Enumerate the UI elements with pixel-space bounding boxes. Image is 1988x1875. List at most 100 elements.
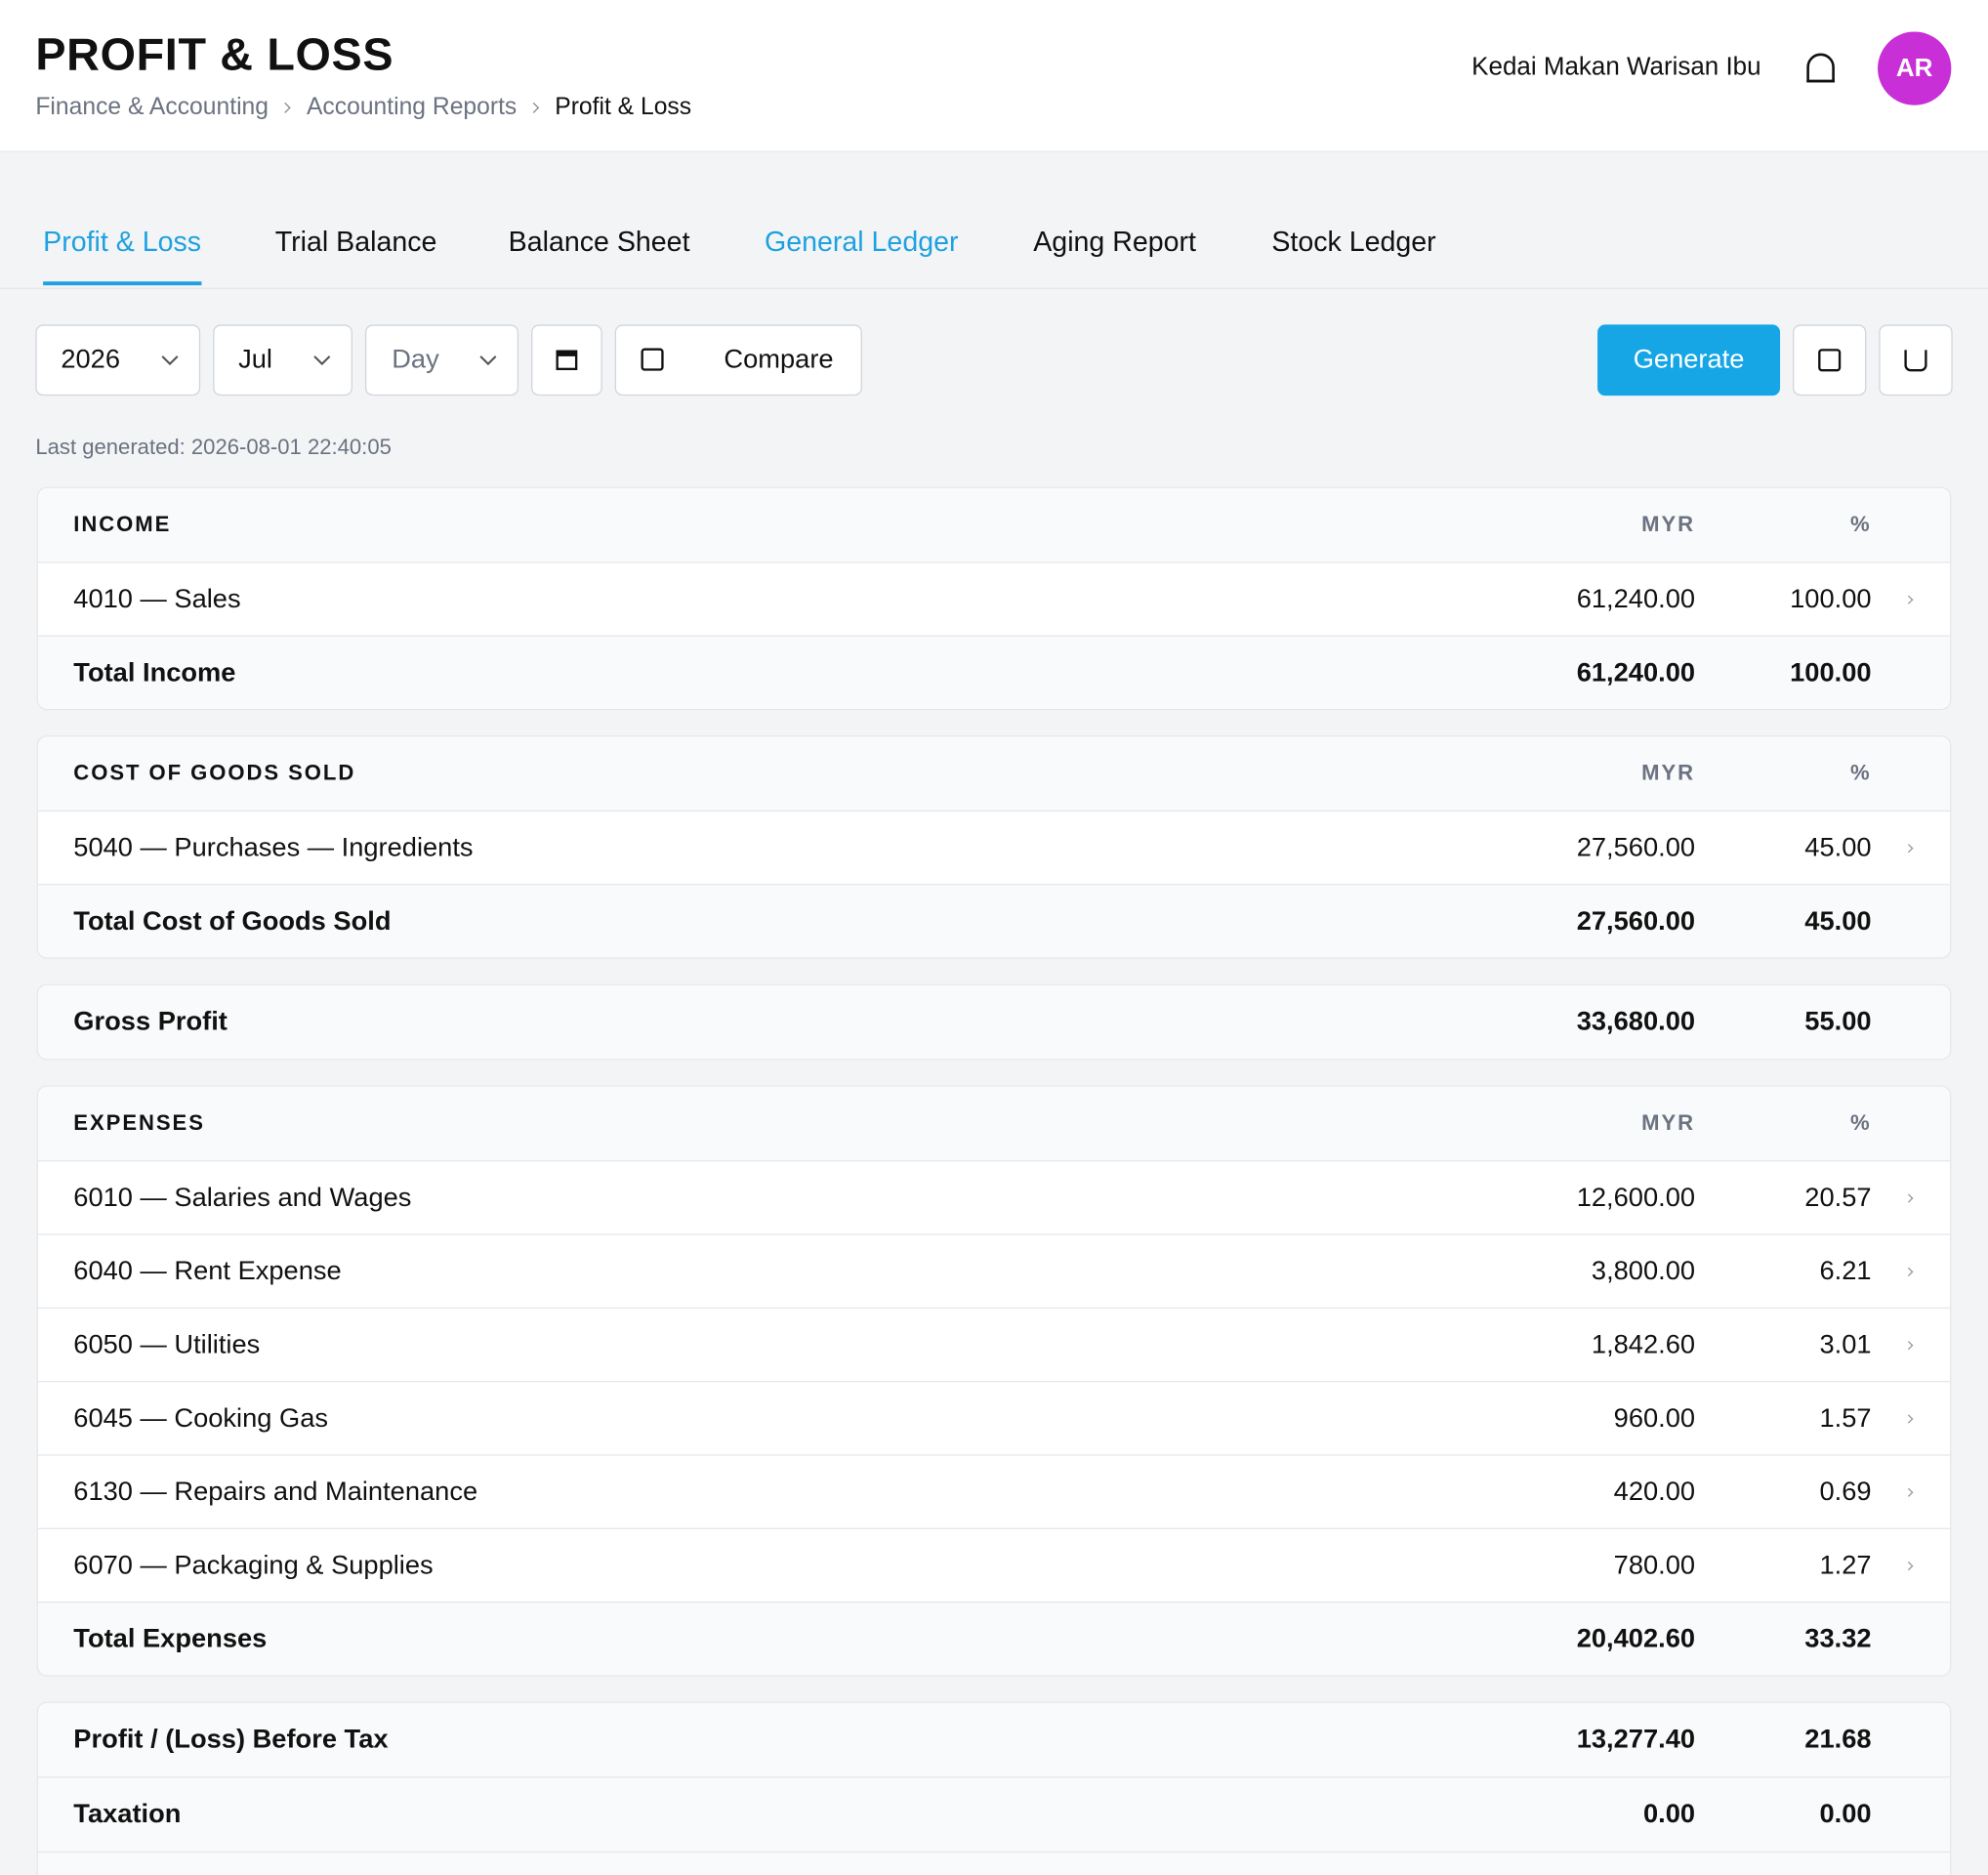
table-row[interactable]: 6050 — Utilities 1,842.60 3.01 bbox=[37, 1307, 1951, 1381]
amount: 3,800.00 bbox=[1591, 1256, 1696, 1285]
percent: 45.00 bbox=[1804, 832, 1872, 862]
chevron bbox=[1904, 1340, 1914, 1350]
percent: 1.27 bbox=[1819, 1550, 1872, 1580]
amount: 420.00 bbox=[1613, 1477, 1696, 1506]
breadcrumb: Finance & Accounting Accounting Reports Pr… bbox=[35, 94, 691, 122]
avatar[interactable]: AR bbox=[1878, 31, 1952, 105]
tab[interactable]: Trial Balance bbox=[274, 226, 437, 258]
table-row[interactable]: 6040 — Rent Expense 3,800.00 6.21 bbox=[37, 1233, 1951, 1307]
row-label: 6070 — Packaging & Supplies bbox=[73, 1550, 434, 1580]
section-header: COST OF GOODS SOLD MYR% bbox=[37, 736, 1951, 811]
section-header: EXPENSES MYR% bbox=[37, 1086, 1951, 1161]
breadcrumb-item[interactable]: Finance & Accounting bbox=[35, 94, 269, 121]
section-card: EXPENSES MYR% 6010 — Salaries and Wages 12,… bbox=[36, 1085, 1952, 1677]
row-label: 5040 — Purchases — Ingredients bbox=[73, 832, 474, 862]
percent: 0.00 bbox=[1819, 1799, 1872, 1829]
table-row: Total Expenses 20,402.60 33.32 bbox=[37, 1601, 1951, 1676]
amount: 33,680.00 bbox=[1576, 1006, 1696, 1036]
row-label: 6050 — Utilities bbox=[73, 1329, 261, 1359]
calendar-button[interactable] bbox=[531, 324, 602, 396]
row-label: 6130 — Repairs and Maintenance bbox=[73, 1477, 478, 1506]
tab[interactable]: General Ledger bbox=[764, 226, 959, 258]
breadcrumb-item: Profit & Loss bbox=[555, 94, 692, 121]
chevron bbox=[1904, 1413, 1914, 1423]
table-row: Gross Profit 33,680.00 55.00 bbox=[37, 984, 1951, 1060]
amount: 27,560.00 bbox=[1576, 905, 1696, 936]
notifications[interactable] bbox=[1802, 52, 1838, 87]
report: INCOME MYR% 4010 — Sales 61,240.00 100.00 Tot… bbox=[36, 486, 1952, 1875]
chevron bbox=[1904, 1192, 1914, 1202]
tab-bar: Profit & Loss Trial Balance Balance Sheet G… bbox=[0, 152, 1988, 290]
row-label: 6040 — Rent Expense bbox=[73, 1256, 342, 1285]
generate-label: Generate bbox=[1633, 345, 1745, 375]
row-label: 4010 — Sales bbox=[73, 583, 241, 613]
chevron bbox=[1904, 1267, 1914, 1276]
amount: 13,277.40 bbox=[1576, 1724, 1696, 1754]
amount: 0.00 bbox=[1642, 1799, 1696, 1829]
table-row: Total Cost of Goods Sold 27,560.00 45.00 bbox=[37, 884, 1951, 958]
chevron bbox=[1904, 594, 1914, 604]
month: Jul bbox=[238, 345, 272, 375]
last-generated: Last generated: 2026-08-01 22:40:05 bbox=[35, 435, 392, 460]
percent: 100.00 bbox=[1790, 657, 1872, 688]
tab[interactable]: Aging Report bbox=[1033, 226, 1197, 258]
month-select[interactable]: Jul bbox=[213, 324, 352, 396]
tab[interactable]: Profit & Loss bbox=[43, 226, 202, 286]
tab[interactable]: Balance Sheet bbox=[508, 226, 690, 258]
table-row[interactable]: 6130 — Repairs and Maintenance 420.00 0.69 bbox=[37, 1454, 1951, 1527]
percent: 55.00 bbox=[1804, 1006, 1872, 1036]
section-title: INCOME bbox=[73, 512, 172, 537]
percent: 1.57 bbox=[1819, 1402, 1872, 1433]
percent: 100.00 bbox=[1790, 583, 1872, 613]
separator bbox=[527, 102, 539, 113]
org-name: Kedai Makan Warisan Ibu bbox=[1471, 53, 1761, 82]
amount: 960.00 bbox=[1613, 1402, 1696, 1433]
section-title: EXPENSES bbox=[73, 1110, 205, 1136]
amount: 20,402.60 bbox=[1576, 1623, 1696, 1653]
section-card: COST OF GOODS SOLD MYR% 5040 — Purchases —… bbox=[36, 735, 1952, 959]
percent: 20.57 bbox=[1804, 1182, 1872, 1212]
row-label: 6010 — Salaries and Wages bbox=[73, 1182, 412, 1212]
year: 2026 bbox=[61, 345, 120, 375]
percent: 33.32 bbox=[1804, 1623, 1872, 1653]
table-row[interactable]: 4010 — Sales 61,240.00 100.00 bbox=[37, 562, 1951, 635]
column-header: % bbox=[1849, 512, 1872, 537]
generate-button[interactable]: Generate bbox=[1597, 324, 1781, 396]
year-select[interactable]: 2026 bbox=[35, 324, 201, 396]
row-label: Taxation bbox=[73, 1799, 182, 1829]
chevron bbox=[1904, 1487, 1914, 1497]
header: PROFIT & LOSS Finance & Accounting Accoun… bbox=[0, 0, 1988, 152]
chevron bbox=[1904, 1561, 1914, 1570]
table-row[interactable]: 6010 — Salaries and Wages 12,600.00 20.57 bbox=[37, 1160, 1951, 1233]
section-header: INCOME MYR% bbox=[37, 487, 1951, 562]
table-row[interactable]: 5040 — Purchases — Ingredients 27,560.00 4… bbox=[37, 810, 1951, 884]
breadcrumb-item[interactable]: Accounting Reports bbox=[306, 94, 518, 121]
amount: 61,240.00 bbox=[1576, 657, 1696, 688]
column-header: % bbox=[1849, 761, 1872, 785]
day-select[interactable]: Day bbox=[364, 324, 519, 396]
icon-button[interactable] bbox=[1879, 324, 1953, 396]
table-row[interactable]: 6070 — Packaging & Supplies 780.00 1.27 bbox=[37, 1527, 1951, 1602]
percent: 6.21 bbox=[1819, 1256, 1872, 1285]
table-row[interactable]: 6045 — Cooking Gas 960.00 1.57 bbox=[37, 1381, 1951, 1454]
table-row: Profit / (Loss) Before Tax 13,277.40 21.68 bbox=[37, 1702, 1951, 1777]
section-card: Profit / (Loss) Before Tax 13,277.40 21.68… bbox=[36, 1701, 1952, 1875]
icon-button[interactable] bbox=[1793, 324, 1867, 396]
section-title: COST OF GOODS SOLD bbox=[73, 761, 356, 785]
compare-label: Compare bbox=[724, 345, 834, 375]
compare-toggle[interactable]: Compare bbox=[614, 324, 862, 396]
row-label: 6045 — Cooking Gas bbox=[73, 1402, 329, 1433]
chevron bbox=[1904, 843, 1914, 853]
row-label: Profit / (Loss) Before Tax bbox=[73, 1724, 389, 1754]
column-header: MYR bbox=[1641, 761, 1696, 785]
row-label: Total Income bbox=[73, 657, 236, 688]
column-header: % bbox=[1849, 1110, 1872, 1136]
tab[interactable]: Stock Ledger bbox=[1271, 226, 1436, 258]
table-row: Taxation 0.00 0.00 bbox=[37, 1776, 1951, 1852]
table-row: Total Income 61,240.00 100.00 bbox=[37, 635, 1951, 709]
amount: 61,240.00 bbox=[1576, 583, 1696, 613]
percent: 0.69 bbox=[1819, 1477, 1872, 1506]
row-label: Total Cost of Goods Sold bbox=[73, 905, 392, 936]
amount: 1,842.60 bbox=[1591, 1329, 1696, 1359]
